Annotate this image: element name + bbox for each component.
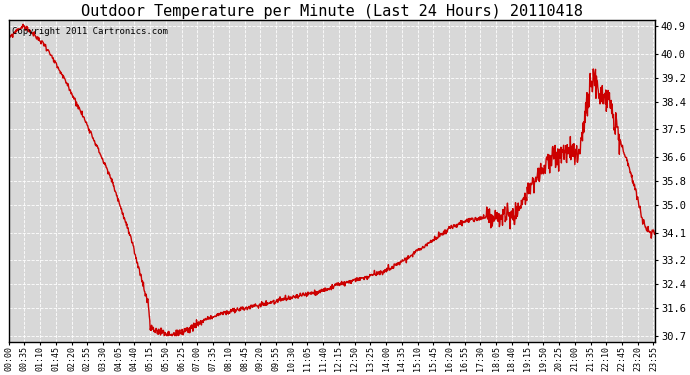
Title: Outdoor Temperature per Minute (Last 24 Hours) 20110418: Outdoor Temperature per Minute (Last 24 …	[81, 4, 583, 19]
Text: Copyright 2011 Cartronics.com: Copyright 2011 Cartronics.com	[12, 27, 168, 36]
